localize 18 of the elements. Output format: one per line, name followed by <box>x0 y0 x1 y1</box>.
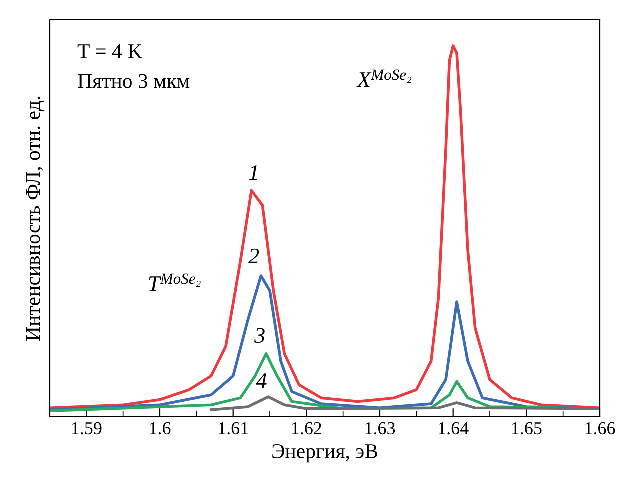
x-tick-label: 1.59 <box>72 422 102 435</box>
annotation: 4 <box>256 374 267 388</box>
x-tick-label: 1.63 <box>366 422 396 435</box>
annotation: X$^{MoSe₂}$ <box>356 70 412 88</box>
x-axis-title: Энергия, эВ <box>272 444 378 463</box>
y-axis-title: Интенсивность ФЛ, отн. ед. <box>26 96 44 341</box>
annotation: 2 <box>248 248 260 264</box>
x-tick-label: 1.65 <box>512 422 542 435</box>
x-tick-label: 1.61 <box>219 422 248 435</box>
x-tick-label: 1.66 <box>586 422 616 435</box>
annotation: Пятно 3 мкм <box>78 74 190 88</box>
annotation: T$^{MoSe₂}$ <box>149 274 201 292</box>
annotation: T = 4 K <box>78 44 142 58</box>
x-tick-label: 1.6 <box>150 422 171 435</box>
annotation: 3 <box>254 328 265 344</box>
annotation: 1 <box>249 166 258 180</box>
x-tick-label: 1.62 <box>292 422 322 435</box>
x-tick-label: 1.64 <box>439 422 469 435</box>
